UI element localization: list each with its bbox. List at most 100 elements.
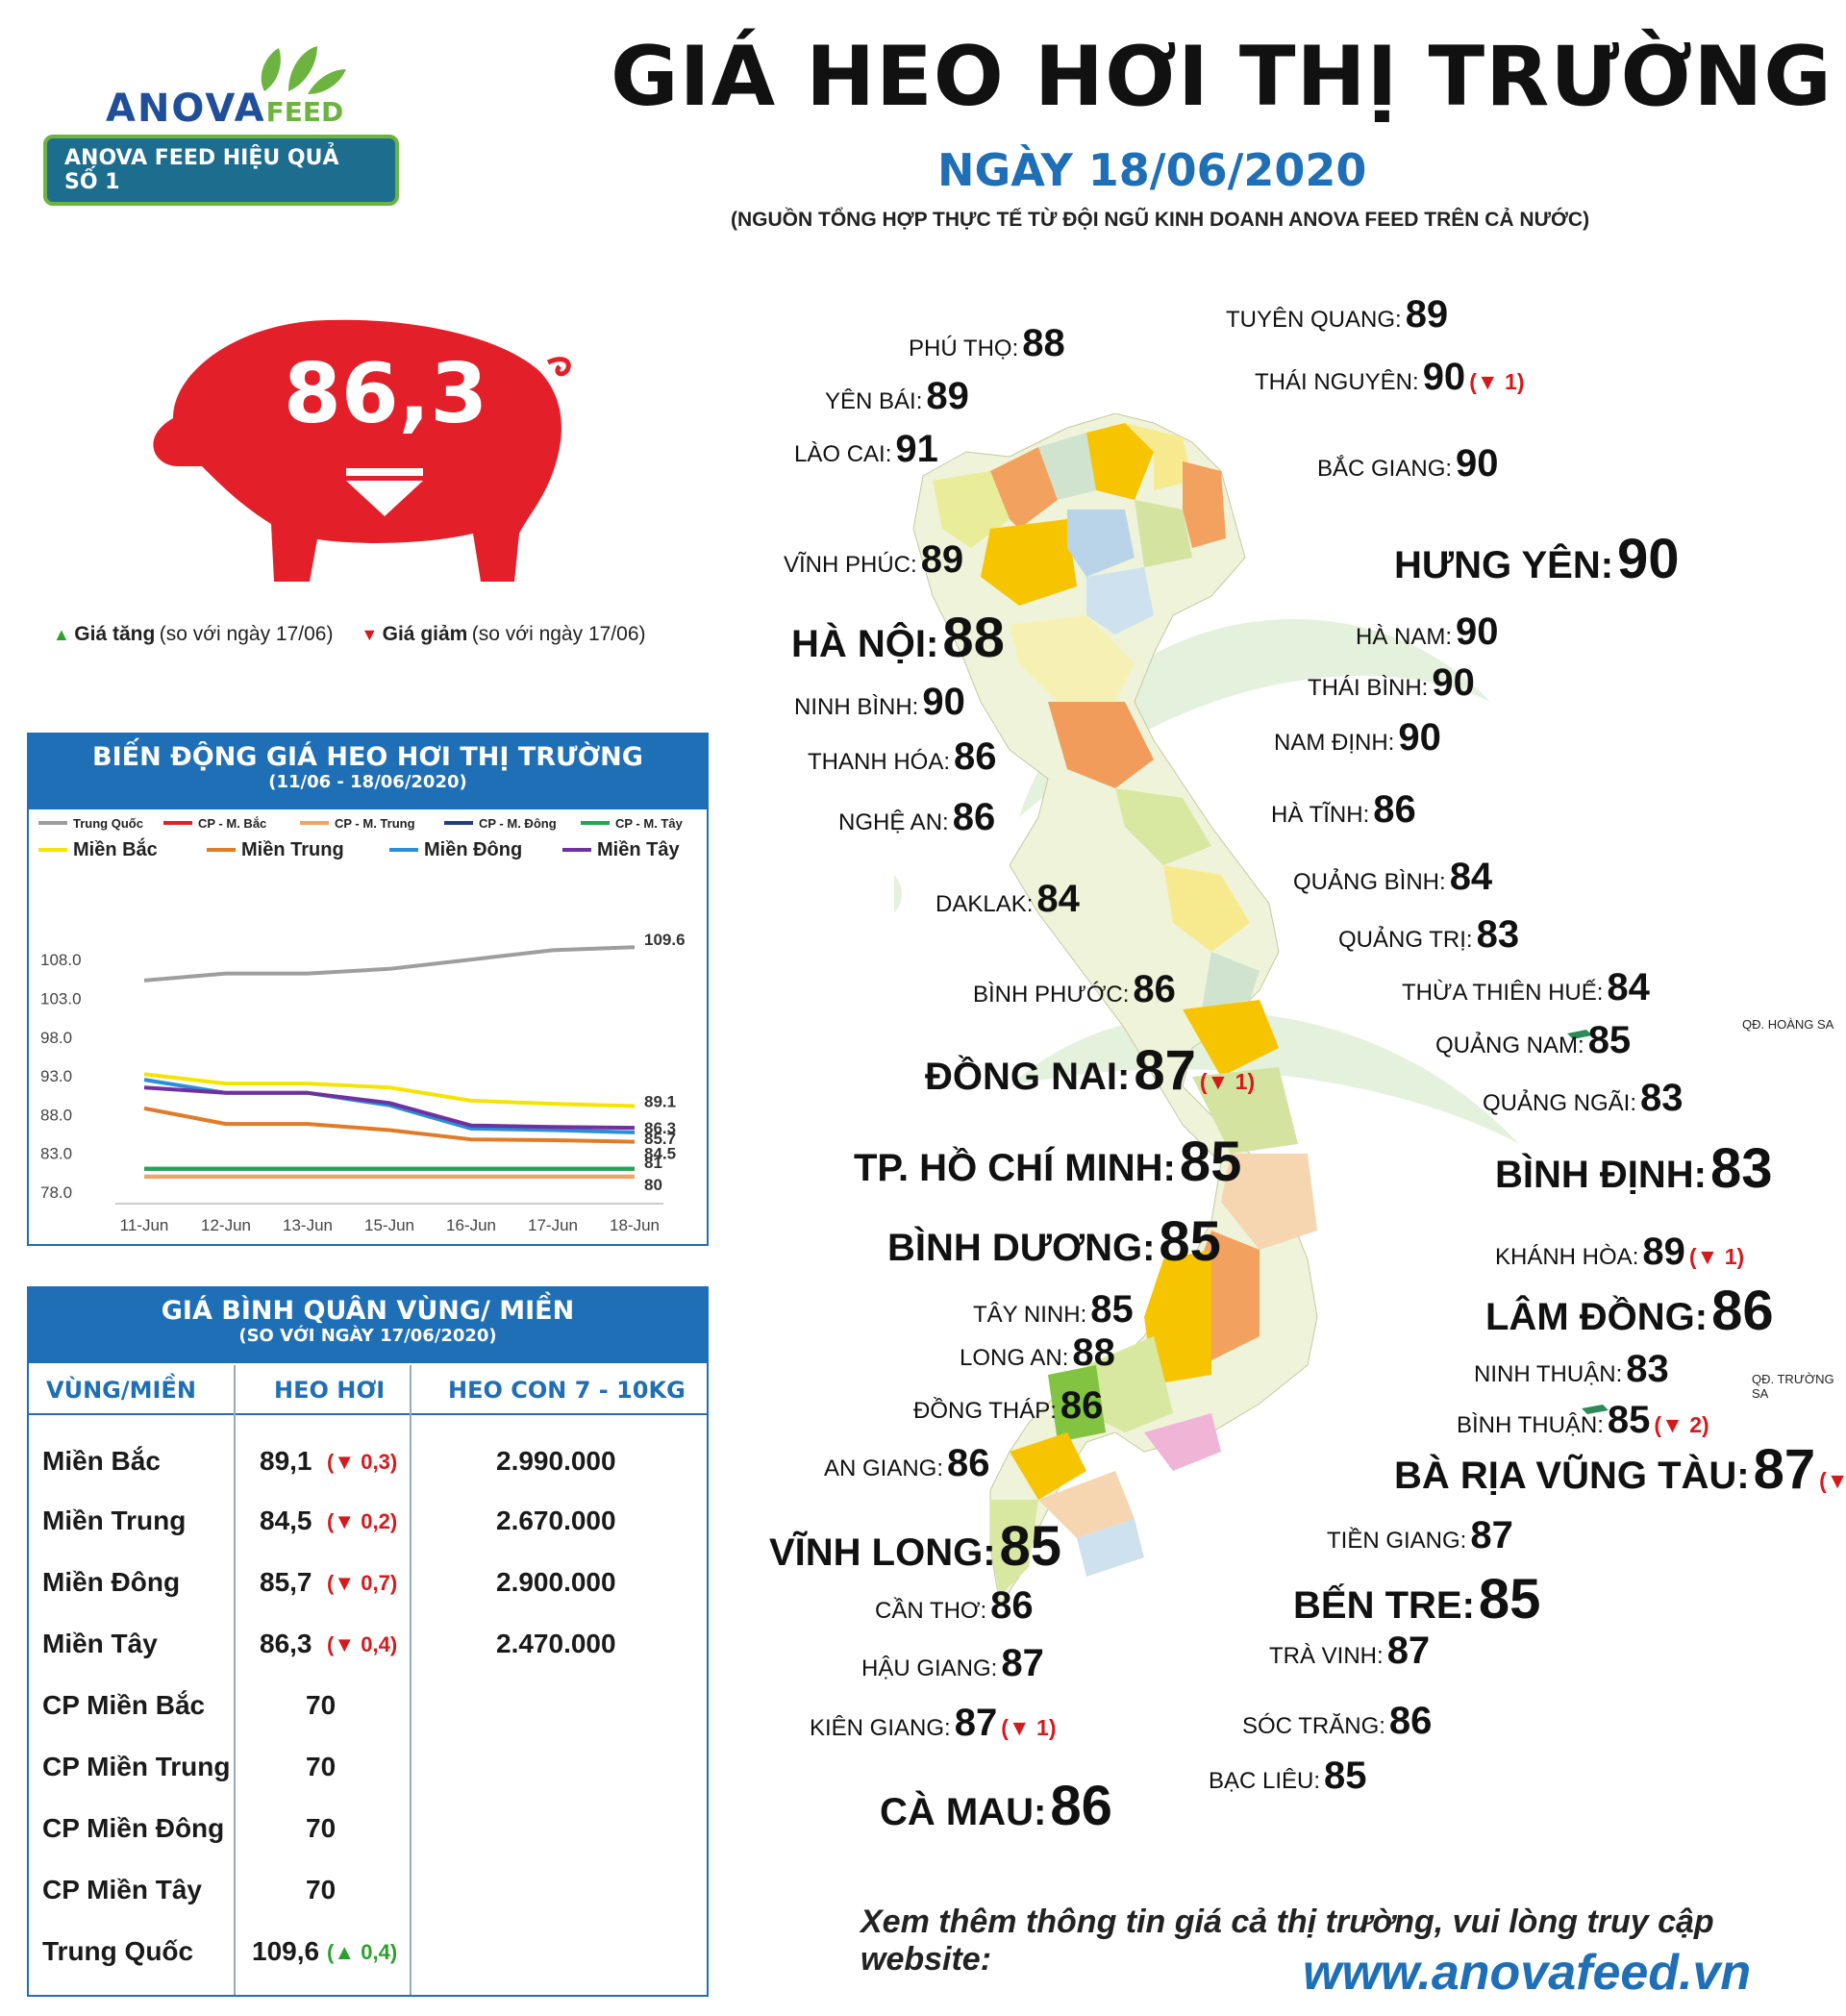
table-cell-region: Trung Quốc [42,1936,194,1966]
province-name: LÀO CAI: [794,441,892,467]
province-label: TP. HỒ CHÍ MINH:85 [854,1130,1241,1194]
province-label: THANH HÓA: 86 [808,735,997,779]
x-tick-label: 16-Jun [446,1216,496,1234]
x-tick-label: 13-Jun [283,1216,333,1234]
province-name: THANH HÓA: [808,749,951,775]
leaf-icon [261,46,346,94]
y-tick-label: 108.0 [40,951,82,969]
province-price: 86 [1133,968,1176,1010]
province-label: TIỀN GIANG: 87 [1327,1514,1513,1557]
price-change: (▼ 0,4) [327,1632,398,1656]
table-row: CP Miền Tây 70 [29,1871,707,1919]
province-label: BÀ RỊA VŨNG TÀU:87(▼ 1) [1394,1437,1846,1502]
province-name: QUẢNG BÌNH: [1293,869,1446,895]
data-label: 85.7 [644,1130,676,1148]
province-price: 89 [1642,1231,1685,1273]
province-name: NINH THUẬN: [1474,1361,1623,1387]
table-cell-region: CP Miền Đông [42,1813,225,1843]
data-label: 86.3 [644,1119,676,1137]
province-name: BẮC GIANG: [1317,456,1453,482]
chart-panel: BIẾN ĐỘNG GIÁ HEO HƠI THỊ TRƯỜNG (11/06 … [27,733,709,1246]
province-label: CẦN THƠ: 86 [875,1584,1034,1628]
province-price: 87 [1134,1039,1196,1102]
province-name: KHÁNH HÒA: [1495,1244,1639,1270]
table-row: Miền Tây 86,3 (▼ 0,4) 2.470.000 [29,1625,707,1673]
province-label: TRÀ VINH: 87 [1269,1630,1430,1673]
province-price: 85 [1324,1755,1367,1797]
province-name: TUYÊN QUANG: [1226,307,1402,333]
table-cell-piglet-price: 2.990.000 [496,1446,616,1476]
province-price: 84 [1607,966,1650,1008]
province-change-value: 1 [1036,1715,1049,1740]
page-date: NGÀY 18/06/2020 [937,144,1367,196]
data-label: 81 [644,1154,662,1172]
province-name: TP. HỒ CHÍ MINH: [854,1147,1176,1189]
province-change: (▼ 1) [1469,369,1525,394]
table-row: Miền Trung 84,5 (▼ 0,2) 2.670.000 [29,1502,707,1550]
table-cell-piglet-price: 2.900.000 [496,1567,616,1597]
province-name: BÌNH DƯƠNG: [887,1227,1156,1269]
island-label-hoang-sa: QĐ. HOÀNG SA [1742,1017,1834,1032]
footer-note: Xem thêm thông tin giá cả thị trường, vu… [861,1904,1714,1978]
province-name: HÀ TĨNH: [1271,802,1370,828]
price-change-value: 0,4 [361,1632,390,1656]
province-price: 90 [1617,528,1680,590]
province-price: 83 [1476,913,1520,956]
province-label: BẾN TRE:85 [1293,1567,1540,1631]
x-tick-label: 12-Jun [201,1216,251,1234]
legend-label: Miền Bắc [73,837,158,860]
triangle-down-icon: ▼ [334,1571,356,1595]
province-price: 86 [954,735,997,778]
province-price: 85 [1179,1131,1242,1193]
col-header-region: VÙNG/MIỀN [46,1377,196,1404]
province-name: TÂY NINH: [973,1302,1087,1328]
province-price: 85 [1159,1210,1221,1273]
table-cell-region: Miền Đông [42,1567,181,1597]
province-change-value: 1 [1724,1244,1737,1269]
province-label: TUYÊN QUANG: 89 [1226,293,1448,336]
province-label: THỪA THIÊN HUẾ: 84 [1402,966,1650,1009]
province-change: (▼ 2) [1654,1412,1709,1437]
website-link[interactable]: www.anovafeed.vn [1303,1945,1752,2001]
logo[interactable]: ANOVAFEED ANOVA FEED HIỆU QUẢ SỐ 1 [43,38,399,206]
province-price: 86 [1060,1384,1104,1427]
province-label: NGHỆ AN: 86 [838,796,995,839]
province-price: 85 [1090,1288,1134,1331]
province-name: HƯNG YÊN: [1394,544,1614,586]
x-tick-label: 18-Jun [610,1216,660,1234]
table-cell-live-price: 85,7 [260,1567,312,1597]
legend-label: Miền Tây [597,839,680,860]
province-name: SÓC TRĂNG: [1242,1713,1385,1739]
province-price: 90 [1456,610,1499,653]
province-name: BÌNH PHƯỚC: [973,982,1130,1008]
table-row: Trung Quốc 109,6 (▲ 0,4) [29,1932,707,1980]
province-price: 85 [999,1515,1062,1578]
data-label: 80 [644,1176,662,1194]
province-name: DAKLAK: [935,891,1034,917]
province-label: KHÁNH HÒA: 89 (▼ 1) [1495,1231,1744,1274]
province-price: 86 [1050,1775,1112,1837]
province-price: 91 [895,428,938,470]
province-name: ĐỒNG THÁP: [913,1398,1057,1424]
province-label: QUẢNG BÌNH: 84 [1293,856,1492,899]
x-tick-label: 11-Jun [120,1216,169,1234]
province-label: LONG AN: 88 [960,1332,1115,1375]
province-name: QUẢNG NGÃI: [1483,1090,1637,1116]
price-change-value: 0,4 [361,1940,390,1964]
table-cell-piglet-price: 2.670.000 [496,1506,616,1535]
data-label: 89.1 [644,1093,676,1111]
province-price: 85 [1607,1399,1651,1441]
triangle-down-icon: ▼ [334,1632,356,1656]
province-label: CÀ MAU:86 [880,1774,1112,1838]
province-name: BÌNH THUẬN: [1457,1412,1604,1438]
data-label: 109.6 [644,931,686,949]
province-label: ĐỒNG THÁP: 86 [913,1384,1103,1428]
y-tick-label: 88.0 [40,1106,72,1124]
province-label: PHÚ THỌ: 88 [909,322,1065,365]
province-change: (▼ 1) [1001,1715,1057,1740]
province-label: DAKLAK: 84 [935,878,1080,921]
triangle-down-icon: ▼ [1696,1244,1719,1269]
province-price: 86 [947,1442,990,1484]
province-label: BẠC LIÊU: 85 [1209,1755,1367,1798]
province-price: 90 [1398,716,1441,759]
